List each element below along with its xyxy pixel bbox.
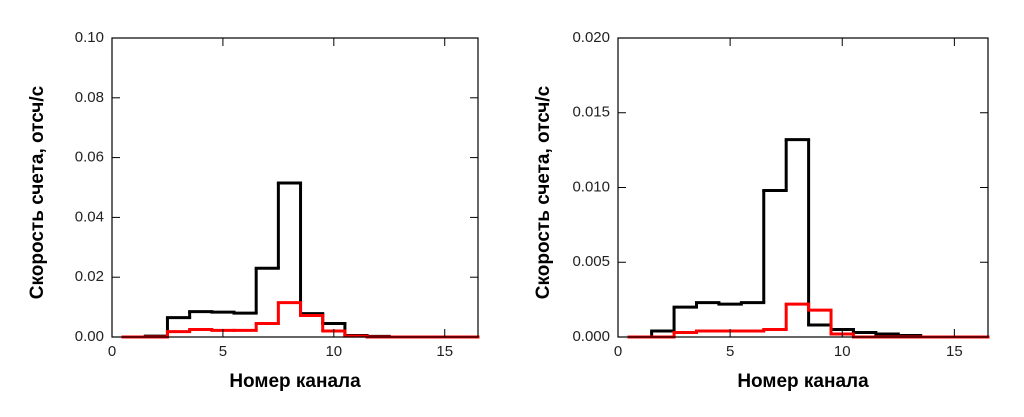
y-tick-label: 0.10 — [75, 29, 104, 46]
y-axis-title: Скорость счета, отсч/с — [27, 85, 48, 299]
plot-frame — [617, 37, 989, 338]
y-tick-label: 0.005 — [572, 253, 610, 270]
y-axis-title: Скорость счета, отсч/с — [533, 85, 554, 299]
y-tick-label: 0.015 — [572, 104, 610, 121]
y-tick-label: 0.08 — [75, 89, 104, 106]
x-tick-label: 15 — [946, 343, 963, 360]
y-tick-label: 0.000 — [572, 328, 610, 345]
x-tick-label: 15 — [436, 343, 453, 360]
x-tick-label: 5 — [219, 343, 227, 360]
x-tick-label: 5 — [726, 343, 734, 360]
plot-frame — [111, 37, 479, 338]
y-tick-label: 0.02 — [75, 268, 104, 285]
x-axis-title: Номер канала — [737, 371, 869, 392]
x-tick-label: 10 — [834, 343, 851, 360]
x-tick-label: 0 — [108, 343, 116, 360]
y-tick-label: 0.020 — [572, 29, 610, 46]
x-tick-label: 0 — [614, 343, 622, 360]
x-axis-title: Номер канала — [229, 371, 361, 392]
y-tick-label: 0.04 — [75, 208, 104, 225]
x-tick-label: 10 — [325, 343, 342, 360]
y-tick-label: 0.00 — [75, 328, 104, 345]
y-tick-label: 0.06 — [75, 149, 104, 166]
y-tick-label: 0.010 — [572, 178, 610, 195]
